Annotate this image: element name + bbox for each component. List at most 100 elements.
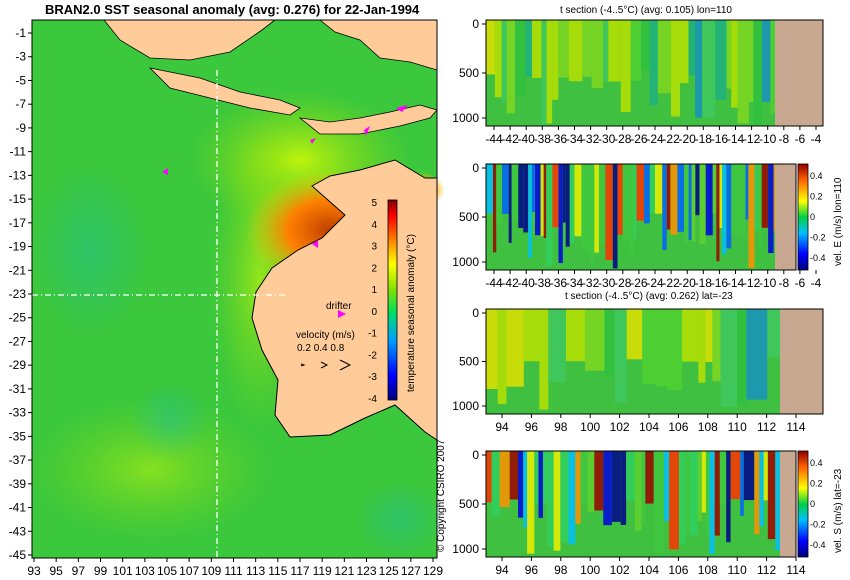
section-cell: [722, 164, 727, 255]
section-cell: [565, 164, 570, 247]
section-cell: [580, 451, 588, 505]
map-y-tick-label: -31: [9, 382, 27, 396]
section-cell: [654, 164, 663, 214]
section-cell: [603, 20, 609, 82]
section-cell: [506, 20, 516, 114]
map-colorbar-tick-label: 3: [371, 242, 377, 253]
section-x-tick-label: -38: [534, 132, 552, 146]
vel-e-land: [775, 164, 796, 270]
section-cell: [712, 309, 721, 382]
colorbar-tick-label: 0: [810, 499, 815, 509]
section-cell: [598, 164, 606, 244]
section-y-tick-label: 1000: [452, 255, 479, 269]
section-cell: [726, 20, 732, 89]
map-y-tick-label: -11: [10, 145, 27, 159]
section-cell: [581, 164, 585, 251]
map-frame: [31, 19, 438, 559]
section-cell: [560, 451, 569, 542]
section-cell: [594, 164, 599, 253]
vel-s-colorbar: [797, 450, 809, 558]
section-cell: [719, 451, 727, 505]
t-section-lon-title: t section (-4..5°C) (avg: 0.105) lon=110: [560, 5, 732, 16]
section-cell: [636, 164, 644, 221]
section-x-tick-label: -36: [550, 132, 568, 146]
section-cell: [705, 309, 713, 362]
section-cell: [535, 164, 541, 236]
section-cell: [642, 309, 656, 385]
section-cell: [702, 20, 716, 118]
section-x-tick-label: -38: [534, 276, 552, 290]
section-cell: [558, 20, 569, 78]
section-cell: [767, 451, 776, 540]
map-y-tick-label: -15: [9, 192, 27, 206]
section-cell: [691, 164, 696, 242]
map-y-tick-label: -25: [9, 311, 27, 325]
section-cell: [511, 164, 519, 221]
section-cell: [612, 164, 618, 269]
section-cell: [684, 164, 689, 245]
t-section-lat-field: [486, 309, 780, 410]
map-y-tick-label: -1: [15, 26, 26, 40]
section-cell: [754, 164, 759, 231]
map-x-tick-label: 115: [268, 564, 287, 578]
map-x-tick-label: 121: [334, 564, 354, 578]
section-y-tick-label: 0: [472, 17, 479, 31]
section-cell: [653, 451, 664, 553]
section-y-tick-label: 0: [472, 306, 479, 320]
section-cell: [754, 451, 760, 535]
section-cell: [587, 451, 595, 512]
section-x-tick-label: 110: [728, 420, 747, 434]
drifter-marker: [364, 126, 370, 136]
section-cell: [553, 451, 561, 551]
section-x-tick-label: -10: [759, 132, 777, 146]
section-x-tick-label: -18: [695, 132, 713, 146]
section-x-tick-label: -20: [679, 276, 697, 290]
colorbar-tick-label: 0: [810, 212, 815, 222]
section-cell: [501, 20, 507, 103]
map-x-tick-label: 103: [135, 564, 155, 578]
section-cell: [491, 451, 500, 517]
section-cell: [568, 451, 576, 545]
map-x-tick-label: 123: [356, 564, 376, 578]
section-x-tick-label: -42: [501, 276, 519, 290]
map-x-tick-label: 113: [246, 564, 265, 578]
section-cell: [663, 451, 670, 522]
section-cell: [633, 164, 637, 239]
section-cell: [515, 20, 526, 97]
colorbar-tick-label: -0.4: [810, 540, 826, 550]
section-x-tick-label: 108: [698, 420, 718, 434]
vel-e-colorbar: [797, 163, 809, 271]
section-cell: [574, 164, 582, 237]
section-cell: [534, 451, 539, 504]
map-y-tick-label: -13: [9, 168, 27, 182]
section-x-tick-label: -8: [778, 132, 789, 146]
java-landmass: [148, 67, 301, 116]
map-y-tick-label: -27: [9, 334, 27, 348]
section-cell: [685, 451, 691, 533]
section-x-tick-label: -28: [614, 132, 632, 146]
section-cell: [705, 451, 710, 535]
map-colorbar-tick-label: -1: [368, 329, 377, 340]
map-x-tick-label: 119: [313, 564, 332, 578]
section-cell: [502, 164, 509, 214]
section-cell: [575, 451, 581, 524]
section-cell: [768, 164, 774, 254]
section-cell: [716, 164, 720, 262]
section-cell: [726, 451, 731, 543]
section-cell: [714, 451, 720, 536]
section-x-tick-label: -6: [795, 276, 806, 290]
section-cell: [643, 164, 650, 224]
section-x-tick-label: -18: [695, 276, 713, 290]
map-x-tick-label: 117: [290, 564, 309, 578]
section-cell: [603, 451, 612, 526]
section-cell: [528, 164, 532, 258]
section-cell: [641, 20, 650, 71]
map-colorbar-tick-label: 0: [371, 307, 377, 318]
map-colorbar: [387, 199, 398, 401]
section-x-tick-label: -8: [778, 276, 789, 290]
section-cell: [767, 309, 780, 358]
velocity-scale-arrows: [300, 359, 352, 371]
section-x-tick-label: 98: [554, 420, 568, 434]
map-x-tick-label: 93: [27, 564, 41, 578]
section-x-tick-label: -42: [501, 132, 519, 146]
